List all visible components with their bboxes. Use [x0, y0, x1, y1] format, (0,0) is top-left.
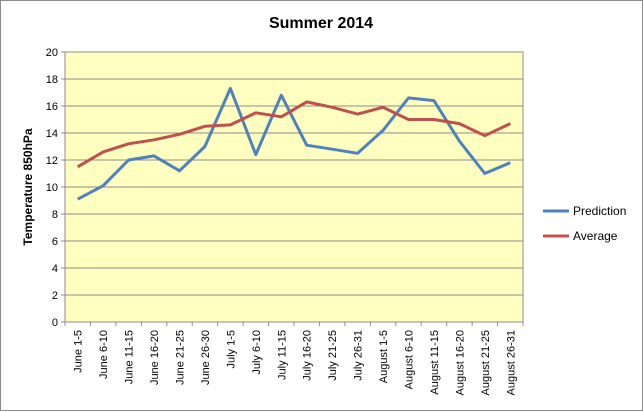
x-tick-label: August 26-31: [505, 330, 517, 395]
series-lines: [76, 86, 511, 201]
y-tick-label: 18: [46, 74, 58, 86]
legend-label: Average: [573, 229, 618, 243]
series-line-prediction: [76, 86, 511, 201]
y-tick-label: 12: [46, 155, 58, 167]
y-tick-label: 16: [46, 101, 58, 113]
x-tick-label: August 11-15: [429, 330, 441, 395]
x-axis-ticks: June 1-5 June 6-10 June 11-15 June 16-20 Jun…: [64, 322, 524, 395]
x-tick-label: August 1-5: [378, 330, 390, 383]
y-tick-label: 10: [46, 182, 58, 194]
x-tick-label: July 6-10: [251, 330, 263, 375]
y-tick-label: 20: [46, 47, 58, 59]
x-tick-label: July 1-5: [225, 330, 237, 369]
chart-title: Summer 2014: [269, 15, 373, 32]
y-tick-label: 6: [52, 236, 58, 248]
series-line-average: [76, 100, 511, 169]
x-tick-label: June 16-20: [149, 330, 161, 385]
x-tick-label: June 11-15: [124, 330, 136, 384]
x-tick-label: June 26-30: [200, 330, 212, 385]
y-tick-label: 0: [52, 317, 58, 329]
y-axis-ticks: 0 2 4 6 8 10 12 14 16 18 20: [46, 47, 65, 329]
x-tick-label: June 1-5: [73, 330, 85, 373]
y-tick-label: 2: [52, 290, 58, 302]
x-tick-label: July 11-15: [276, 330, 288, 380]
x-tick-label: June 21-25: [175, 330, 187, 385]
legend: Prediction Average: [543, 204, 626, 243]
x-tick-label: August 6-10: [404, 330, 416, 389]
x-tick-label: June 6-10: [98, 330, 110, 379]
x-tick-label: August 21-25: [480, 330, 492, 395]
legend-label: Prediction: [573, 204, 626, 218]
x-tick-label: August 16-20: [454, 330, 466, 395]
x-tick-label: July 26-31: [353, 330, 365, 381]
y-tick-label: 8: [52, 209, 58, 221]
y-tick-label: 4: [52, 263, 58, 275]
y-axis-label: Temperature 850hPa: [21, 128, 35, 245]
x-tick-label: July 16-20: [302, 330, 314, 381]
x-tick-label: July 21-25: [327, 330, 339, 381]
y-tick-label: 14: [46, 128, 58, 140]
